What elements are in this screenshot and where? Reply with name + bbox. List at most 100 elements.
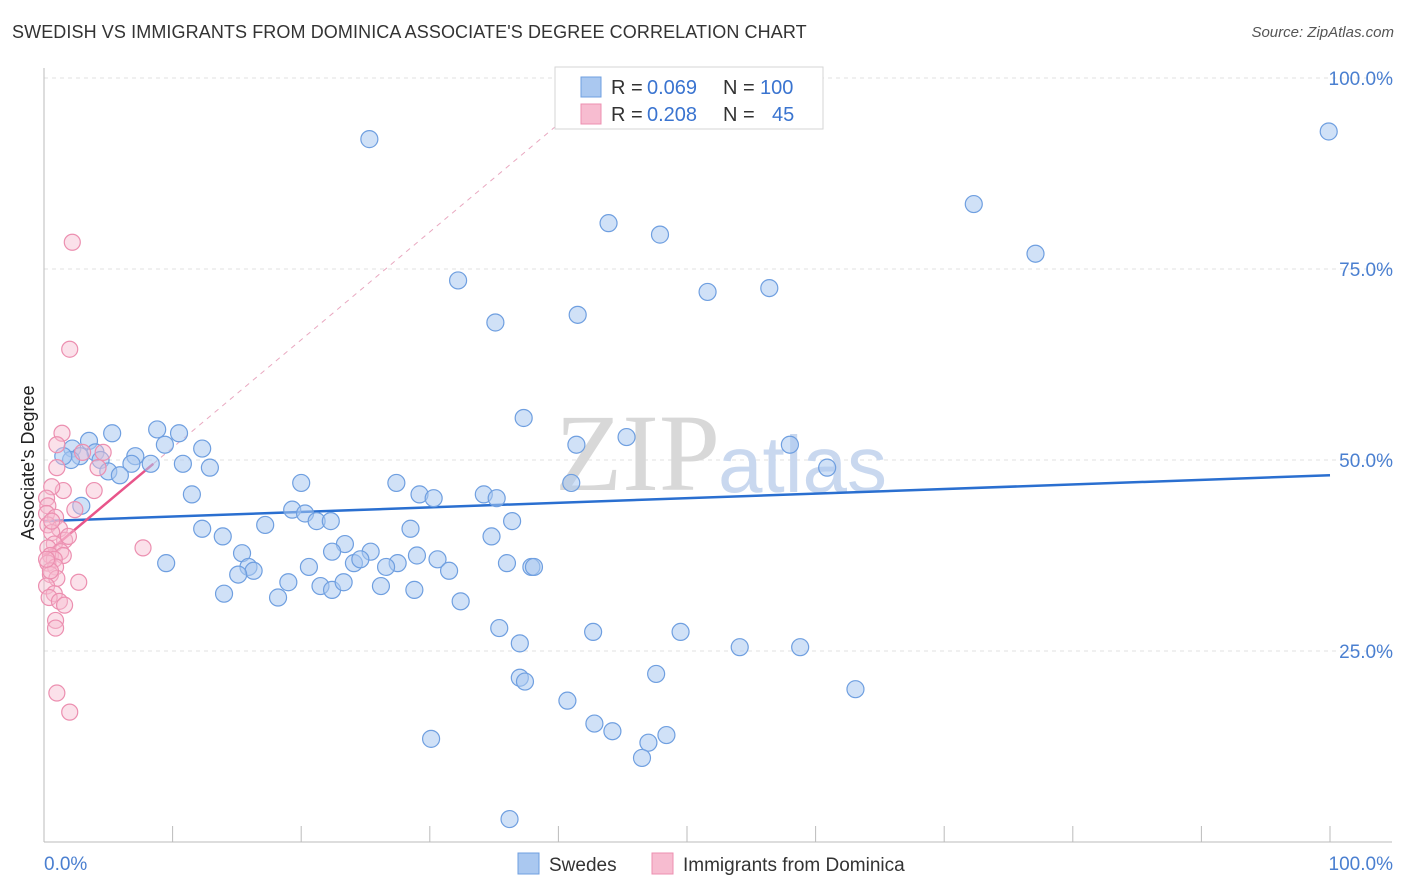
y-tick-label: 75.0% — [1339, 260, 1393, 281]
dominica-point — [40, 588, 58, 607]
swedes-point — [387, 473, 406, 493]
swedes-point — [500, 809, 519, 829]
swedes-point — [229, 565, 248, 584]
y-tick-label: 100.0% — [1329, 69, 1394, 90]
swedes-point — [567, 435, 586, 454]
swedes-point — [671, 622, 690, 642]
y-tick-label: 25.0% — [1339, 642, 1393, 663]
dominica-trend-extension — [152, 77, 614, 465]
legend-n-label-2: N = — [723, 104, 760, 126]
dominica-points — [37, 233, 152, 721]
dominica-point — [63, 233, 81, 251]
swedes-point — [439, 561, 459, 580]
swedes-points — [54, 122, 1338, 829]
swedes-point — [846, 680, 865, 699]
swedes-point — [421, 729, 441, 748]
legend-swatch-dominica — [580, 103, 602, 125]
swedes-point — [510, 634, 529, 653]
swedes-point — [405, 580, 424, 599]
swedes-point — [780, 435, 799, 454]
dominica-point — [46, 619, 65, 637]
swedes-point — [585, 714, 604, 733]
swedes-point — [148, 420, 167, 439]
swedes-point — [497, 554, 517, 573]
swedes-point — [173, 454, 192, 473]
swedes-point — [617, 427, 636, 447]
swedes-point — [451, 592, 470, 611]
dominica-point — [61, 340, 79, 358]
source-label: Source: ZipAtlas.com — [1251, 24, 1394, 41]
dominica-point — [61, 703, 79, 721]
legend-n-label-1: N = — [723, 77, 760, 99]
swedes-point — [424, 489, 443, 508]
swedes-point — [268, 588, 288, 607]
swedes-point — [376, 557, 396, 577]
swedes-point — [360, 130, 379, 149]
dominica-point — [73, 443, 92, 461]
swedes-point — [334, 573, 353, 592]
swedes-point — [1319, 122, 1338, 141]
chart-title: SWEDISH VS IMMIGRANTS FROM DOMINICA ASSO… — [12, 22, 807, 42]
swedes-point — [200, 458, 219, 477]
swedes-point — [371, 576, 391, 596]
swedes-point — [292, 473, 311, 493]
dominica-point — [94, 443, 112, 461]
swedes-point — [244, 561, 263, 580]
bottom-legend-swatch-dominica — [651, 852, 674, 875]
legend-r-value-1: 0.069 — [647, 77, 697, 99]
dominica-point — [134, 539, 152, 557]
dominica-point — [48, 684, 66, 702]
trend-lines — [43, 77, 1331, 557]
swedes-point — [482, 527, 501, 546]
swedes-point — [730, 638, 749, 657]
swedes-point — [490, 618, 509, 638]
swedes-point — [1026, 244, 1045, 263]
swedes-point — [256, 515, 275, 535]
swedes-point — [647, 664, 666, 684]
dominica-point — [43, 512, 61, 530]
swedes-point — [568, 305, 587, 324]
swedes-point — [401, 519, 420, 538]
legend-n-value-1: 100 — [760, 77, 793, 99]
swedes-point — [448, 271, 468, 290]
swedes-point — [141, 454, 160, 473]
swedes-point — [650, 225, 670, 244]
legend: R = 0.069 N = 100 R = 0.208 N = 45 — [554, 66, 824, 130]
legend-swatch-swedes — [580, 76, 602, 98]
bottom-legend: Swedes Immigrants from Dominica — [517, 852, 905, 876]
dominica-point — [85, 481, 103, 500]
swedes-point — [351, 550, 370, 569]
swedes-point — [964, 194, 983, 214]
swedes-point — [558, 691, 577, 710]
swedes-point — [122, 454, 141, 473]
dominica-trend-line — [43, 462, 155, 557]
swedes-point — [193, 439, 212, 458]
swedes-point — [632, 748, 652, 768]
swedes-point — [514, 408, 533, 428]
swedes-point — [698, 282, 717, 302]
swedes-point — [213, 527, 232, 546]
swedes-point — [562, 473, 581, 493]
swedes-point — [214, 584, 234, 603]
swedes-point — [182, 485, 201, 504]
swedes-point — [760, 279, 779, 298]
legend-r-value-2: 0.208 — [647, 104, 697, 126]
watermark: ZIP atlas — [555, 392, 887, 514]
swedes-point — [299, 557, 319, 577]
x-tick-label-max: 100.0% — [1329, 854, 1394, 875]
swedes-point — [584, 622, 603, 642]
dominica-point — [59, 527, 78, 546]
swedes-point — [407, 546, 427, 565]
swedes-point — [486, 313, 505, 332]
swedes-point — [322, 542, 342, 561]
swedes-point — [791, 638, 810, 657]
swedes-point — [428, 550, 447, 569]
axes: 25.0% 50.0% 75.0% 100.0% 0.0% 100.0% — [43, 68, 1394, 875]
x-tick-label-min: 0.0% — [44, 854, 87, 875]
bottom-legend-swatch-swedes — [517, 852, 540, 875]
bottom-legend-label-dominica: Immigrants from Dominica — [683, 855, 905, 876]
dominica-point — [55, 596, 74, 614]
dominica-point — [48, 436, 66, 454]
dominica-point — [66, 501, 84, 519]
